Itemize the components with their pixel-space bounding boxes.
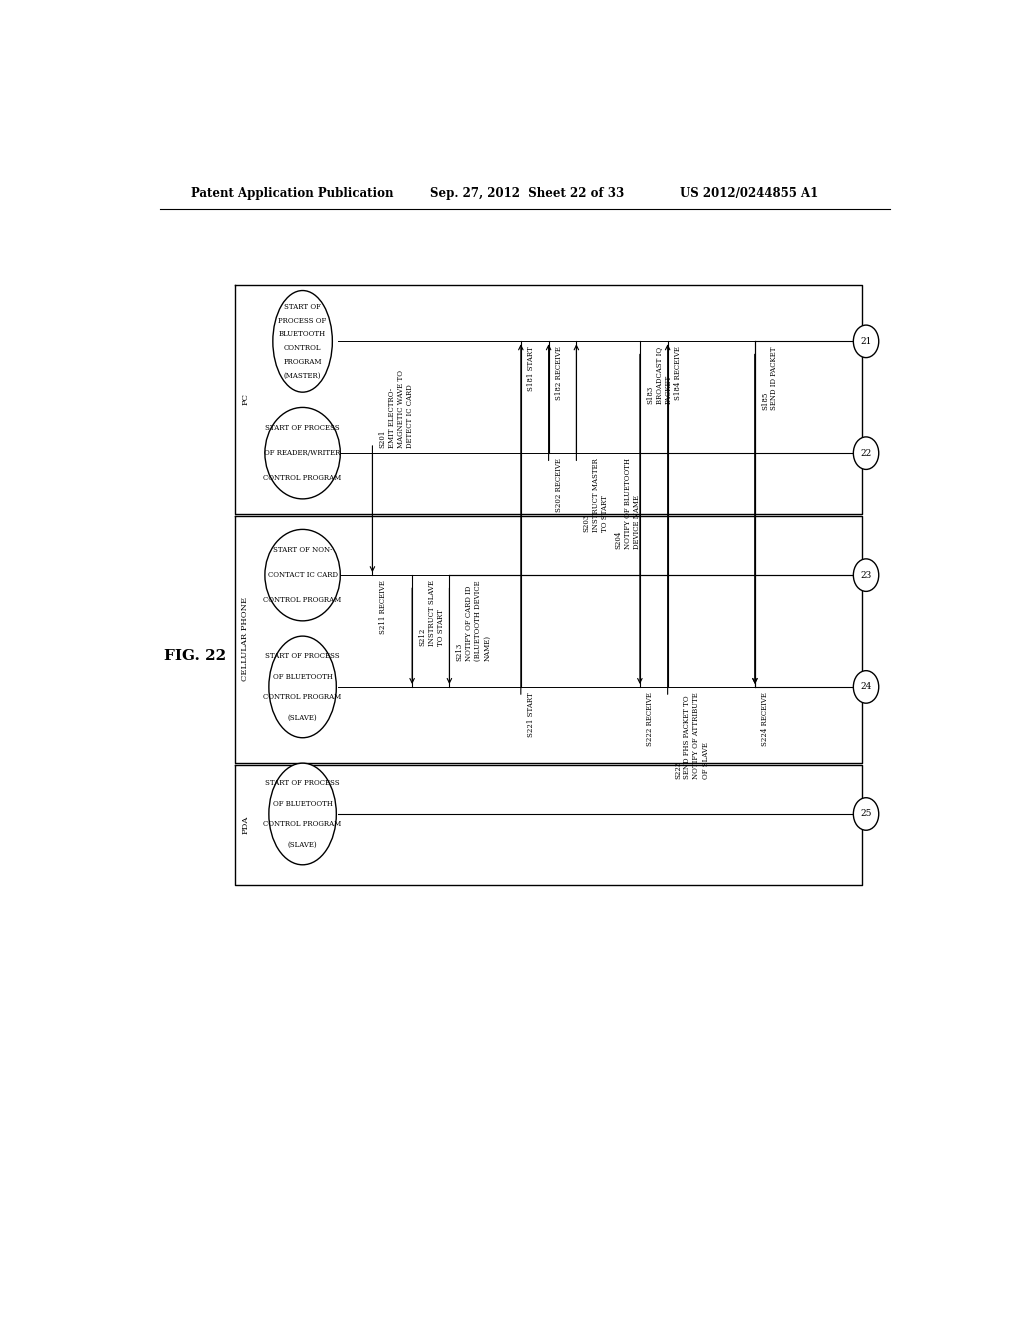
Text: S185
SEND ID PACKET: S185 SEND ID PACKET xyxy=(761,346,778,411)
Text: 22: 22 xyxy=(860,449,871,458)
Text: START OF: START OF xyxy=(284,302,322,310)
Ellipse shape xyxy=(265,408,340,499)
Text: START OF PROCESS: START OF PROCESS xyxy=(265,779,340,787)
Text: Patent Application Publication: Patent Application Publication xyxy=(191,187,394,201)
Text: (SLAVE): (SLAVE) xyxy=(288,841,317,849)
Text: S181 START: S181 START xyxy=(527,346,536,391)
Text: CONTROL: CONTROL xyxy=(284,345,322,352)
Text: CONTROL PROGRAM: CONTROL PROGRAM xyxy=(263,693,342,701)
Text: OF READER/WRITER: OF READER/WRITER xyxy=(264,449,341,457)
Circle shape xyxy=(853,558,879,591)
Text: S204
NOTIFY OF BLUETOOTH
DEVICE NAME: S204 NOTIFY OF BLUETOOTH DEVICE NAME xyxy=(614,458,641,549)
Text: CONTROL PROGRAM: CONTROL PROGRAM xyxy=(263,597,342,605)
Circle shape xyxy=(853,325,879,358)
Text: S203
INSTRUCT MASTER
TO START: S203 INSTRUCT MASTER TO START xyxy=(583,458,609,532)
Ellipse shape xyxy=(265,529,340,620)
Text: 25: 25 xyxy=(860,809,871,818)
Circle shape xyxy=(853,437,879,470)
Text: CONTROL PROGRAM: CONTROL PROGRAM xyxy=(263,474,342,482)
Text: BLUETOOTH: BLUETOOTH xyxy=(279,330,327,338)
Text: PC: PC xyxy=(242,393,250,405)
Text: S211 RECEIVE: S211 RECEIVE xyxy=(379,581,387,634)
Text: OF BLUETOOTH: OF BLUETOOTH xyxy=(272,800,333,808)
Text: CONTROL PROGRAM: CONTROL PROGRAM xyxy=(263,821,342,829)
Text: S184 RECEIVE: S184 RECEIVE xyxy=(674,346,682,400)
Text: FIG. 22: FIG. 22 xyxy=(164,649,226,664)
Text: START OF PROCESS: START OF PROCESS xyxy=(265,652,340,660)
Text: START OF PROCESS: START OF PROCESS xyxy=(265,424,340,432)
Text: (SLAVE): (SLAVE) xyxy=(288,714,317,722)
Text: US 2012/0244855 A1: US 2012/0244855 A1 xyxy=(680,187,818,201)
Circle shape xyxy=(853,671,879,704)
Ellipse shape xyxy=(272,290,333,392)
Text: S224 RECEIVE: S224 RECEIVE xyxy=(761,692,769,746)
Text: S221 START: S221 START xyxy=(527,692,536,737)
Text: S202 RECEIVE: S202 RECEIVE xyxy=(555,458,563,512)
Ellipse shape xyxy=(269,636,336,738)
Text: S212
INSTRUCT SLAVE
TO START: S212 INSTRUCT SLAVE TO START xyxy=(419,581,444,647)
Text: 21: 21 xyxy=(860,337,871,346)
Text: (MASTER): (MASTER) xyxy=(284,372,322,380)
Text: PROGRAM: PROGRAM xyxy=(284,358,322,366)
Text: S213
NOTIFY OF CARD ID
(BLUETOOTH DEVICE
NAME): S213 NOTIFY OF CARD ID (BLUETOOTH DEVICE… xyxy=(456,581,492,661)
Text: CONTACT IC CARD: CONTACT IC CARD xyxy=(267,572,338,579)
Circle shape xyxy=(853,797,879,830)
Ellipse shape xyxy=(269,763,336,865)
Text: OF BLUETOOTH: OF BLUETOOTH xyxy=(272,672,333,681)
Text: CELLULAR PHONE: CELLULAR PHONE xyxy=(242,597,250,681)
Text: S201
EMIT ELECTRO-
MAGNETIC WAVE TO
DETECT IC CARD: S201 EMIT ELECTRO- MAGNETIC WAVE TO DETE… xyxy=(379,370,415,447)
Text: S183
BROADCAST IQ
PACKET: S183 BROADCAST IQ PACKET xyxy=(646,346,673,404)
Text: S222 RECEIVE: S222 RECEIVE xyxy=(646,692,654,746)
Text: PDA: PDA xyxy=(242,816,250,834)
Text: START OF NON-: START OF NON- xyxy=(272,546,333,554)
Text: PROCESS OF: PROCESS OF xyxy=(279,317,327,325)
Text: S182 RECEIVE: S182 RECEIVE xyxy=(555,346,563,400)
Text: Sep. 27, 2012  Sheet 22 of 33: Sep. 27, 2012 Sheet 22 of 33 xyxy=(430,187,624,201)
Text: 23: 23 xyxy=(860,570,871,579)
Text: 24: 24 xyxy=(860,682,871,692)
Text: S223
SEND FHS PACKET TO
NOTIFY OF ATTRIBUTE
OF SLAVE: S223 SEND FHS PACKET TO NOTIFY OF ATTRIB… xyxy=(674,692,710,779)
